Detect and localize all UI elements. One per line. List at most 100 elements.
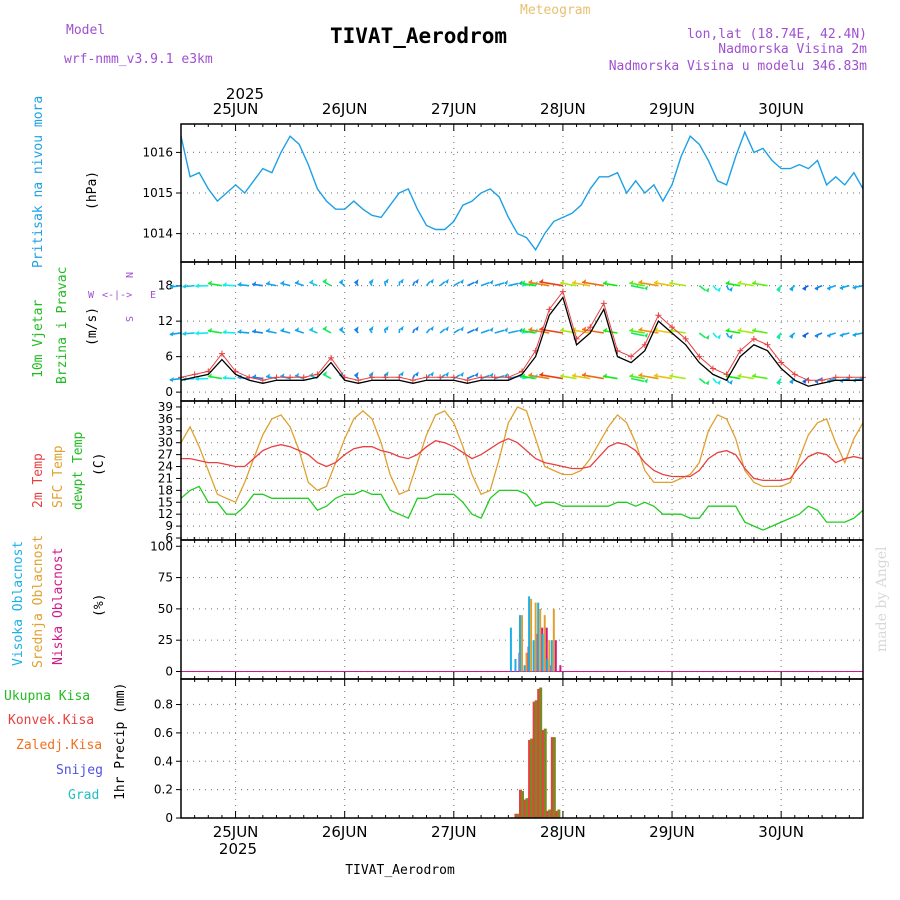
- wind-barb-head: [504, 280, 508, 285]
- wind-barb-head: [560, 280, 565, 285]
- wind-barb-head: [429, 278, 434, 284]
- wind-barb-head: [582, 326, 587, 332]
- page-title: TIVAT_Aerodrom: [330, 24, 507, 48]
- cloud-mid-bar: [552, 608, 555, 672]
- wind-barb-head: [560, 327, 565, 333]
- wind-barb-head: [369, 371, 374, 377]
- wind-gust-marker: [846, 374, 853, 381]
- wind-barb-head: [459, 279, 464, 284]
- wind-barb: [776, 332, 782, 339]
- bottom-station-label: TIVAT_Aerodrom: [345, 863, 455, 878]
- wind-barb-head: [638, 372, 643, 378]
- legend-grad: Grad: [68, 788, 99, 803]
- cloud-high-bar: [514, 658, 517, 672]
- bottom-date-label: 25JUN: [213, 823, 259, 841]
- wind-gust-marker: [355, 377, 362, 384]
- wind-gust-marker: [368, 374, 375, 381]
- wind-barb: [630, 377, 645, 383]
- wind-barb-head: [839, 332, 844, 338]
- wind-barb-head: [322, 325, 327, 331]
- wind-barb-head: [295, 327, 299, 333]
- precip-total-bar: [516, 813, 520, 818]
- top-date-label: 30JUN: [758, 100, 804, 118]
- wind-barb-head: [644, 378, 648, 384]
- wind-barb-head: [429, 325, 434, 331]
- model-elevation-label: Nadmorska Visina u modelu 346.83m: [609, 59, 867, 74]
- wind-gust-marker: [832, 374, 839, 381]
- cloud-high-bar: [523, 665, 526, 672]
- cloud-mid-bar: [534, 602, 537, 672]
- cloud-mid-bar: [539, 608, 542, 672]
- wind-barb: [425, 373, 431, 380]
- wind-barb: [712, 377, 718, 384]
- wind-barb-head: [309, 279, 314, 285]
- wind-barb-head: [207, 280, 212, 286]
- legend-frozen-rain: Zaledj.Kisa: [16, 738, 102, 753]
- y-tick-label: 50: [158, 602, 173, 616]
- wind-gust-marker: [709, 365, 716, 372]
- wind-barb: [354, 374, 359, 380]
- wind-barb-head: [459, 371, 464, 377]
- wind-barb: [581, 281, 604, 287]
- cloud-mid-bar: [525, 652, 528, 672]
- cloud-low-bar: [545, 627, 548, 672]
- wind-barb-head: [737, 327, 742, 333]
- y-tick-label: 39: [158, 400, 173, 414]
- wind-barb-head: [474, 372, 479, 378]
- wind-barb-head: [429, 371, 434, 377]
- wind-barb-head: [776, 334, 781, 340]
- wind-barb-head: [539, 371, 544, 377]
- y-tick-label: 21: [158, 471, 173, 485]
- wind-barb-head: [474, 279, 479, 285]
- wind-barb-head: [354, 278, 359, 284]
- wind-barb-head: [322, 278, 327, 284]
- precip-conv-bar: [528, 739, 532, 818]
- wind-gust-marker: [778, 359, 785, 366]
- wind-gust-marker: [437, 374, 444, 381]
- wind-barb: [528, 328, 550, 334]
- cloud-high-bar: [532, 640, 535, 672]
- wind-barb: [467, 281, 475, 287]
- bottom-date-label: 30JUN: [758, 823, 804, 841]
- wind-barb: [508, 329, 519, 334]
- y-tick-label: 24: [158, 460, 173, 474]
- wind-barb-head: [222, 374, 227, 380]
- wind-gust-marker: [491, 374, 498, 381]
- wind-barb: [539, 373, 564, 380]
- y-tick-label: 6: [165, 350, 173, 364]
- wind-barb-head: [339, 371, 344, 377]
- wind-barb: [467, 329, 475, 334]
- dewpt-line: [180, 485, 864, 531]
- bottom-date-label: 28JUN: [540, 823, 586, 841]
- wind-barb-head: [629, 280, 634, 286]
- wind-barb-head: [384, 325, 389, 331]
- wind-barb: [383, 328, 387, 334]
- wind-barb-head: [504, 327, 508, 333]
- wind-barb-head: [280, 327, 285, 333]
- wind-barb-head: [814, 285, 819, 291]
- wind-title-line2: Brzina i Pravac: [55, 267, 70, 384]
- wind-barb-head: [207, 327, 212, 333]
- wind-barb-head: [169, 331, 174, 337]
- wind-barb-head: [603, 327, 607, 333]
- y-tick-label: 75: [158, 571, 173, 585]
- wind-barb: [494, 329, 505, 334]
- precip-unit: 1hr Precip (mm): [113, 683, 128, 800]
- y-tick-label: 1015: [142, 186, 173, 200]
- precip-conv-bar: [532, 701, 536, 818]
- wind-barb: [725, 285, 730, 291]
- pressure-series-line: [180, 130, 864, 252]
- bottom-date-label: 27JUN: [431, 823, 477, 841]
- wind-barb: [425, 281, 431, 287]
- wind-barb-head: [776, 287, 781, 293]
- wind-barb-head: [705, 334, 710, 340]
- wind-barb: [412, 281, 416, 286]
- wind-barb-head: [222, 329, 227, 335]
- wind-barb: [338, 328, 346, 334]
- wind-barb-head: [752, 327, 757, 333]
- wind-gust-marker: [191, 371, 198, 378]
- y-tick-label: 36: [158, 412, 173, 426]
- wind-barb: [494, 282, 505, 287]
- wind-barb-head: [414, 371, 419, 377]
- wind-gust-marker: [409, 377, 416, 384]
